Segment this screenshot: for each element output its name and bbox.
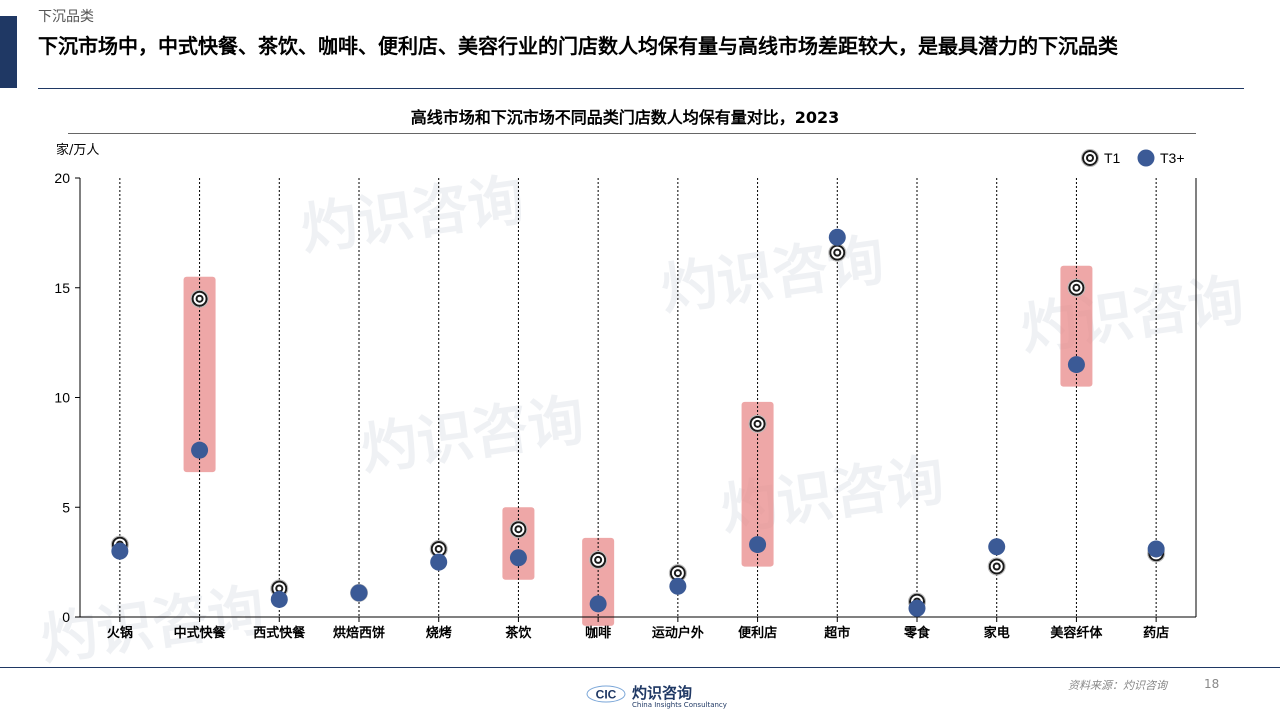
x-tick-label: 茶饮 — [505, 625, 532, 641]
x-tick-label: 运动户外 — [652, 625, 704, 641]
t1-point — [509, 520, 528, 539]
t3-point — [589, 595, 607, 613]
t3-point — [191, 441, 209, 459]
t3-point — [669, 577, 687, 595]
footer-logo: CIC 灼识咨询 China Insights Consultancy — [586, 680, 727, 710]
t3-point — [988, 538, 1006, 556]
svg-text:CIC: CIC — [596, 688, 617, 702]
x-tick-label: 家电 — [984, 625, 1010, 641]
x-tick-label: 西式快餐 — [253, 625, 306, 641]
t1-point — [828, 243, 847, 262]
legend-label-t1: T1 — [1104, 150, 1121, 166]
t3-point — [509, 549, 527, 567]
legend-label-t3: T3+ — [1160, 150, 1185, 166]
t1-point — [1067, 278, 1086, 297]
section-accent-bar — [0, 16, 17, 88]
x-tick-label: 药店 — [1143, 625, 1169, 641]
cic-logo-icon: CIC — [586, 685, 626, 703]
t1-point — [190, 289, 209, 308]
brand-name-en: China Insights Consultancy — [632, 701, 727, 709]
y-tick-label: 15 — [54, 280, 70, 296]
x-tick-label: 中式快餐 — [174, 625, 227, 641]
t3-point — [270, 590, 288, 608]
x-tick-label: 便利店 — [738, 625, 777, 641]
t1-point — [429, 539, 448, 558]
t3-point — [828, 228, 846, 246]
t1-icon — [1081, 149, 1099, 167]
x-tick-label: 超市 — [824, 625, 850, 641]
t3-point — [1067, 356, 1085, 374]
t1-point — [748, 414, 767, 433]
y-tick-label: 20 — [54, 170, 70, 186]
highlight-box — [741, 401, 774, 567]
y-tick-label: 5 — [62, 499, 70, 515]
y-axis-label: 家/万人 — [56, 142, 99, 158]
t3-point — [1147, 540, 1165, 558]
t3-point — [908, 599, 926, 617]
brand-name: 灼识咨询 — [632, 684, 693, 702]
source-note: 资料来源：灼识咨询 — [1068, 679, 1167, 692]
x-tick-label: 零食 — [903, 625, 931, 641]
section-label: 下沉品类 — [38, 9, 94, 25]
x-tick-label: 咖啡 — [585, 625, 611, 641]
x-tick-label: 美容纤体 — [1050, 625, 1103, 641]
t3-point — [430, 553, 448, 571]
t1-point — [668, 564, 687, 583]
t3-point — [350, 584, 368, 602]
x-tick-label: 烧烤 — [426, 625, 452, 641]
t1-point — [589, 550, 608, 569]
t1-point — [987, 557, 1006, 576]
chart-title: 高线市场和下沉市场不同品类门店数人均保有量对比，2023 — [410, 108, 840, 127]
y-tick-label: 0 — [62, 609, 70, 625]
footer-divider — [0, 667, 1280, 668]
chart-title-divider — [68, 133, 1196, 134]
x-tick-label: 烘焙西饼 — [333, 625, 385, 641]
t3-icon — [1137, 149, 1155, 167]
t3-point — [111, 542, 129, 560]
page-number: 18 — [1204, 677, 1220, 691]
page-headline: 下沉市场中，中式快餐、茶饮、咖啡、便利店、美容行业的门店数人均保有量与高线市场差… — [38, 34, 1118, 58]
headline-divider — [38, 88, 1244, 89]
x-tick-label: 火锅 — [107, 625, 133, 641]
y-tick-label: 10 — [54, 390, 70, 406]
t3-point — [749, 536, 767, 554]
